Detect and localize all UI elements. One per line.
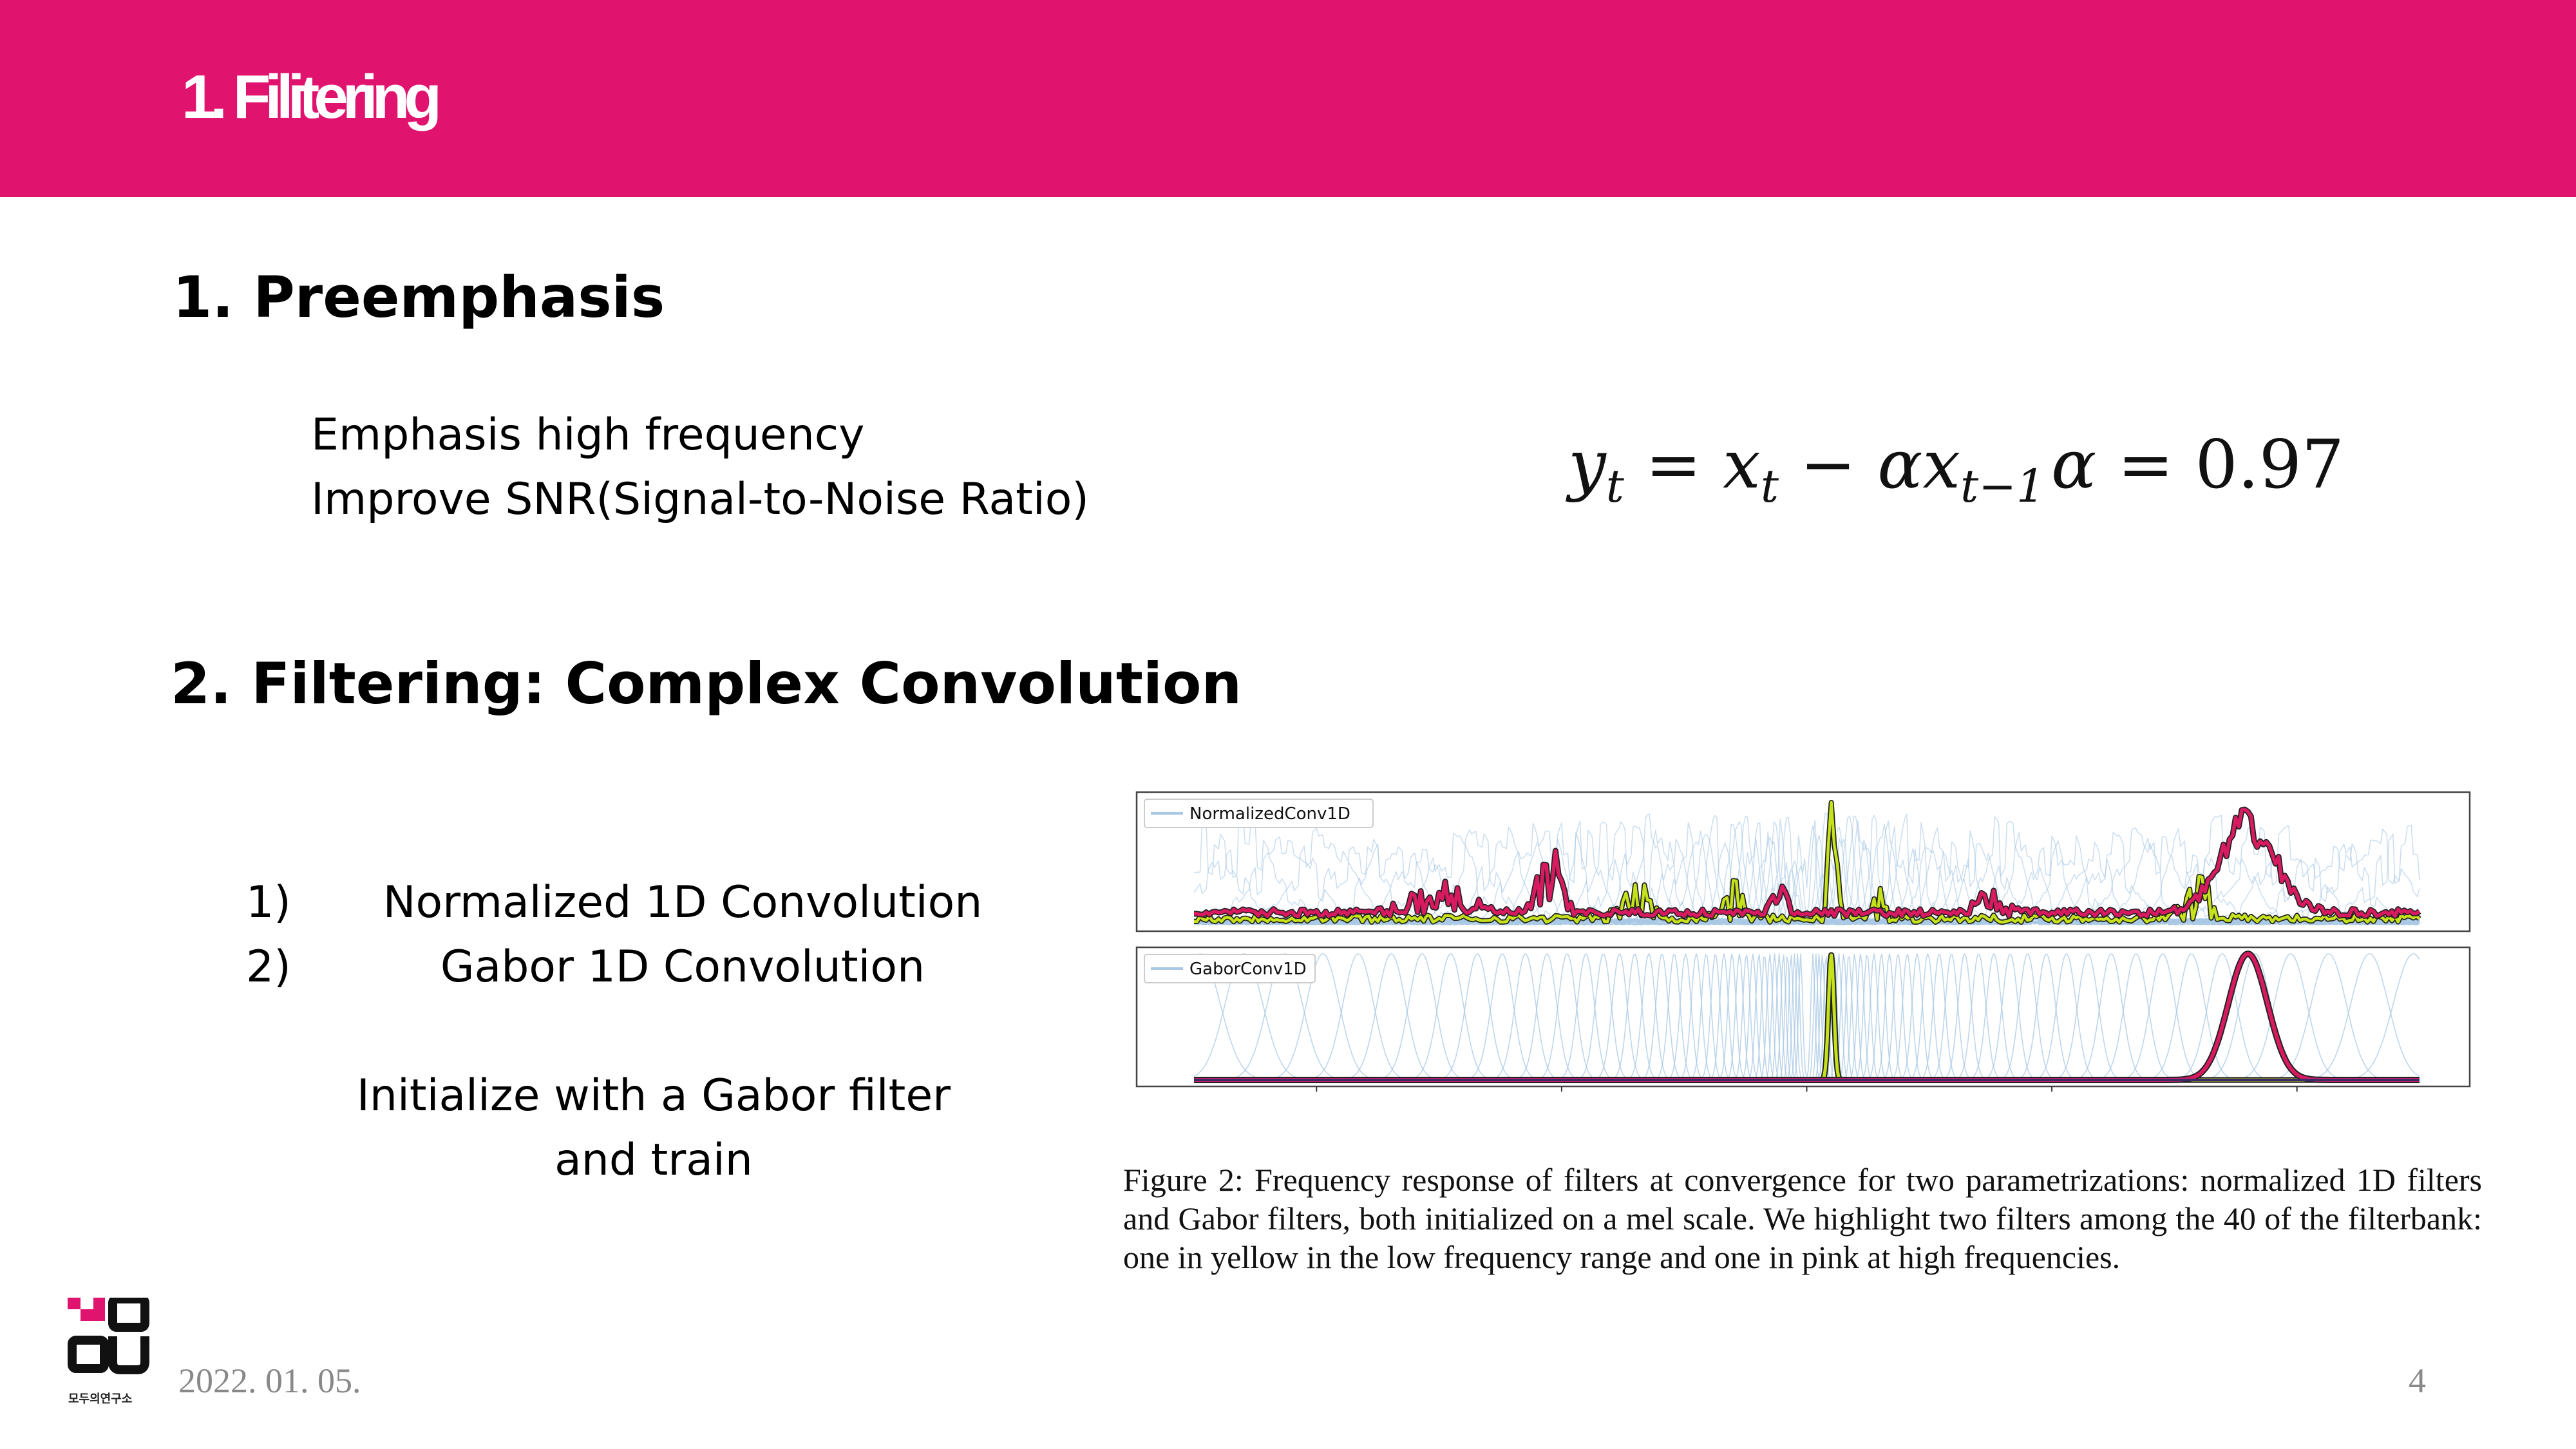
formula-y-sub: t [1605,459,1624,513]
note-line-1: Initialize with a Gabor filter [356,1070,951,1121]
list-num-1: 1) [246,877,291,928]
list-item-1: Normalized 1D Convolution [383,877,983,928]
list-item-2: Gabor 1D Convolution [440,942,925,992]
section1-line-2: Improve SNR(Signal-to-Noise Ratio) [311,474,1089,525]
gabor-highlighted-filters [1192,951,2421,1083]
footer-date: 2022. 01. 05. [178,1361,361,1400]
formula-t-minus-1: t−1 [1960,459,2045,513]
formula-alpha-x: αx [1877,425,1961,504]
formula-x: x [1723,425,1761,504]
bottom-legend-label: GaborConv1D [1189,960,1307,979]
preemphasis-formula: yt = xt − αxt−1 [1568,425,2045,513]
normalized-yellow-filter [1194,800,2421,924]
normalized-conv1d-panel: NormalizedConv1D [1135,791,2471,933]
alpha-number: = 0.97 [2117,425,2345,504]
x-tick-label: −0.2 [1544,1094,1578,1095]
frequency-response-figure: NormalizedConv1D GaborConv1D −0.4 −0.2 0.0… [1135,791,2471,1095]
logo-text: 모두의연구소 [68,1392,133,1406]
x-tick-label: 0.0 [1795,1094,1818,1095]
top-legend-box [1144,799,1374,828]
alpha-symbol: α [2051,425,2097,504]
normalized-highlighted-filters [1194,800,2421,925]
header-bar: 1. Filitering [0,0,2576,197]
alpha-value: α = 0.97 [2051,425,2344,504]
slide-title: 1. Filitering [182,62,442,131]
figure-caption: Figure 2: Frequency response of filters … [1123,1162,2482,1275]
note-line-2: and train [554,1135,753,1186]
section1-line-1: Emphasis high frequency [311,410,865,460]
list-num-2: 2) [246,942,291,992]
section2-heading: 2. Filtering: Complex Convolution [171,650,1242,717]
x-axis-ticks: −0.4 −0.2 0.0 0.2 0.4 [1300,1086,2308,1095]
x-tick-label: 0.4 [2286,1094,2308,1095]
gabor-conv1d-panel: GaborConv1D [1135,946,2471,1088]
normalized-filter-curve [1194,825,2420,925]
page-number: 4 [2409,1361,2426,1400]
x-tick-label: 0.2 [2041,1094,2063,1095]
formula-x-sub: t [1760,459,1779,513]
top-legend-label: NormalizedConv1D [1189,804,1350,824]
bottom-legend-box [1144,954,1316,983]
modu-lab-logo-icon [68,1298,149,1374]
section1-heading: 1. Preemphasis [173,264,665,330]
normalized-pink-filter [1194,808,2421,918]
formula-y: y [1568,425,1606,504]
x-tick-label: −0.4 [1300,1094,1334,1095]
